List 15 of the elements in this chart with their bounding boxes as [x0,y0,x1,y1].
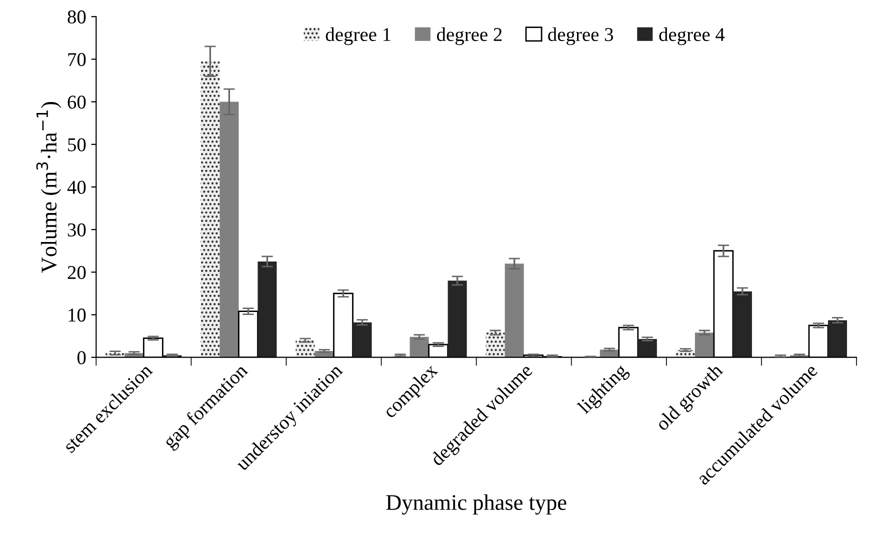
y-tick-label: 40 [67,180,86,194]
y-tick-label: 80 [68,10,86,24]
y-tick-label: 0 [77,351,86,364]
legend-label: degree 3 [548,27,614,46]
legend-label: degree 4 [659,27,725,46]
x-axis-title: Dynamic phase type [386,494,566,515]
y-axis-title: Volume (m$^{3}$·ha$^{−1}$) [36,102,62,273]
y-tick-label: 20 [68,266,86,280]
y-tick-label: 70 [68,53,86,66]
y-tick-label: 10 [68,308,86,322]
y-tick-label: 30 [68,223,86,236]
legend-label: degree 1 [326,27,390,46]
legend-label: degree 2 [436,27,502,46]
y-tick-label: 60 [68,96,86,109]
y-tick-label: 50 [68,138,86,152]
